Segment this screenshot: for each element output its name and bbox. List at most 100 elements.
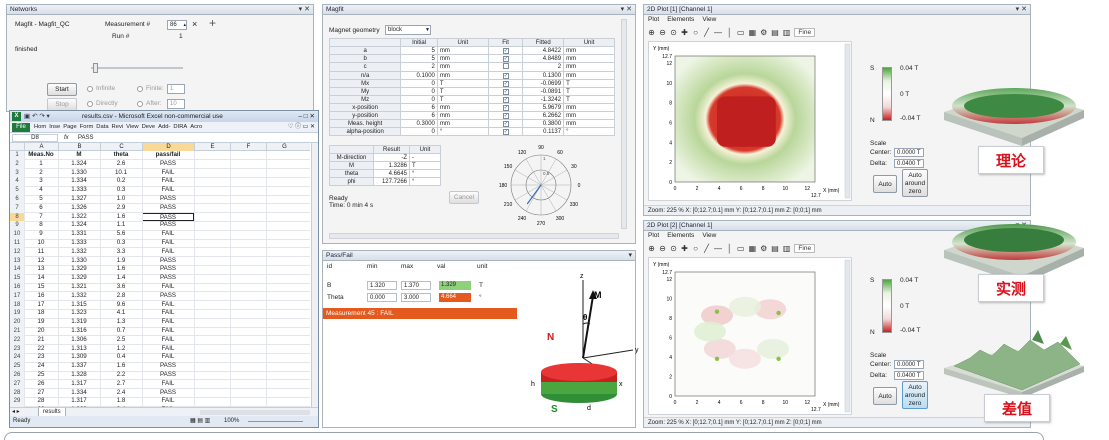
add-measurement-icon[interactable]: +	[209, 16, 217, 30]
table-cell[interactable]: 19	[37, 318, 45, 326]
table-cell[interactable]: 27	[37, 388, 45, 396]
table-cell[interactable]: 1.334	[71, 388, 87, 396]
table-cell[interactable]: 1.324	[71, 159, 87, 167]
table-cell[interactable]: 1.6	[116, 265, 126, 273]
param-row[interactable]: a 5 mm ✓ 4.8422 mm	[328, 46, 615, 55]
auto-around-zero-button[interactable]: Auto around zero	[902, 381, 928, 409]
table-cell[interactable]: 4.1	[116, 309, 126, 317]
table-cell[interactable]: 1.317	[71, 379, 87, 387]
param-initial[interactable]: 0	[400, 79, 438, 88]
table-cell[interactable]: 3.6	[116, 283, 126, 290]
table-cell[interactable]: 2.9	[116, 203, 126, 211]
header-cell[interactable]: M	[76, 151, 82, 158]
param-row[interactable]: n/a 0.1000 mm ✓ 0.1300 mm	[328, 71, 615, 80]
row-header[interactable]: 15	[10, 274, 24, 283]
table-cell[interactable]: 14	[37, 274, 45, 282]
plot-scrollbar[interactable]	[844, 43, 851, 199]
table-cell[interactable]: 0.4	[116, 353, 126, 361]
table-cell[interactable]: 1.315	[71, 300, 87, 308]
table-cell[interactable]: 1.316	[71, 327, 87, 334]
table-cell[interactable]: 1.323	[71, 309, 87, 317]
table-cell[interactable]: FAIL	[161, 379, 175, 387]
export-icon[interactable]: ▤	[771, 27, 779, 37]
row-header[interactable]: 16	[10, 283, 24, 292]
delta-input[interactable]: 0.0400 T	[894, 371, 924, 380]
param-row[interactable]: My 0 T ✓ -0.0891 T	[328, 87, 615, 96]
row-header[interactable]: 18	[10, 300, 24, 310]
param-row[interactable]: alpha-position 0 ° ✓ 0.1137 °	[328, 127, 615, 136]
param-fit-cell[interactable]: ✓	[487, 71, 524, 80]
table-cell[interactable]: 2	[39, 168, 43, 176]
table-cell[interactable]: 13	[37, 265, 45, 273]
table-cell[interactable]: PASS	[159, 221, 177, 229]
row-header[interactable]: 11	[10, 239, 24, 248]
panel-menu-icon[interactable]: ▾ ✕	[1015, 6, 1027, 13]
window-controls[interactable]: ‒ □ ✕	[298, 113, 315, 120]
ribbon-tab[interactable]: Revi	[111, 124, 124, 130]
passfail-min[interactable]: 1.320	[367, 281, 397, 290]
table-cell[interactable]: FAIL	[142, 406, 194, 407]
settings-icon[interactable]: ⚙	[760, 27, 768, 37]
fit-checkbox[interactable]: ✓	[502, 112, 509, 119]
menu-elements[interactable]: Elements	[667, 16, 695, 23]
zoom-out-icon[interactable]: ⊖	[659, 243, 666, 253]
param-initial[interactable]: 2	[400, 62, 438, 72]
param-fit-cell[interactable]: ✓	[487, 95, 524, 104]
row-header[interactable]: 14	[10, 265, 24, 275]
table-cell[interactable]: 1.9	[116, 256, 126, 264]
fit-parameter-table[interactable]: Initial Unit Fit Fitted Unit a 5 mm ✓ 4.8422 mm b 5 m…	[328, 38, 615, 136]
table-cell[interactable]: 1.309	[71, 353, 87, 361]
param-initial[interactable]: 5	[400, 54, 438, 63]
panel-menu-icon[interactable]: ▾ ✕	[298, 6, 310, 13]
table-cell[interactable]: 12	[37, 256, 45, 264]
table-cell[interactable]: 1.6	[116, 212, 126, 220]
table-cell[interactable]: 5.6	[116, 230, 126, 238]
table-cell[interactable]: 1.322	[71, 212, 87, 220]
row-header[interactable]: 12	[10, 247, 24, 257]
param-fit-cell[interactable]: ✓	[487, 111, 524, 120]
menu-plot[interactable]: Plot	[648, 16, 660, 23]
table-cell[interactable]: 1	[39, 159, 43, 167]
table-cell[interactable]: 2.2	[116, 371, 126, 378]
ribbon-icons[interactable]: ♡ ⓘ ▭ ✕	[287, 124, 315, 130]
row-header[interactable]: 30	[10, 406, 24, 407]
param-initial[interactable]: 0	[400, 95, 438, 104]
row-header[interactable]: 10	[10, 230, 24, 239]
geometry-select[interactable]: block ▼	[385, 25, 431, 35]
fit-checkbox[interactable]: ✓	[502, 72, 509, 79]
circle-tool-icon[interactable]: ○	[693, 27, 698, 37]
auto-button[interactable]: Auto	[873, 175, 897, 193]
param-fit-cell[interactable]: ✓	[487, 127, 524, 136]
ribbon-tab[interactable]: Deve	[141, 124, 156, 130]
column-header[interactable]: E	[194, 143, 230, 151]
table-cell[interactable]: 18	[37, 309, 45, 317]
spin-icon[interactable]: ▴	[183, 22, 186, 28]
table-cell[interactable]: 4	[39, 186, 43, 194]
table-cell[interactable]: 1.319	[71, 318, 87, 326]
vline-tool-icon[interactable]: │	[727, 27, 732, 37]
center-input[interactable]: 0.0000 T	[894, 360, 924, 369]
table-cell[interactable]: 8	[39, 221, 43, 229]
table-cell[interactable]: 1.321	[71, 283, 87, 290]
param-row[interactable]: Meas. height 0.3000 mm ✓ 0.3800 mm	[328, 119, 615, 128]
ribbon-tab[interactable]: Data	[96, 124, 109, 130]
table-cell[interactable]: 1.328	[71, 371, 87, 378]
table-cell[interactable]: 1.332	[71, 291, 87, 299]
formula-value[interactable]: PASS	[78, 135, 94, 141]
table-cell[interactable]: PASS	[159, 265, 177, 273]
plot1-area[interactable]: Y (mm) X (mm) 12.7 12 10 8 6 4 2 0 0 2 4 6 8 10 12 12.7	[648, 41, 852, 201]
circle-tool-icon[interactable]: ○	[693, 243, 698, 253]
table-cell[interactable]: 1.6	[116, 362, 126, 370]
fine-label[interactable]: Fine	[794, 27, 816, 37]
table-cell[interactable]: 25	[37, 371, 45, 378]
param-initial[interactable]: 6	[400, 103, 438, 112]
table-cell[interactable]: 23	[37, 353, 45, 361]
table-cell[interactable]: 1.329	[71, 265, 87, 273]
row-header[interactable]: 27	[10, 379, 24, 389]
ribbon-tab[interactable]: Hom	[34, 124, 47, 130]
fit-checkbox[interactable]: ✓	[502, 104, 509, 111]
row-header[interactable]: 25	[10, 362, 24, 371]
param-row[interactable]: c 2 mm 2 mm	[328, 62, 615, 72]
table-cell[interactable]: 1.330	[71, 168, 87, 176]
